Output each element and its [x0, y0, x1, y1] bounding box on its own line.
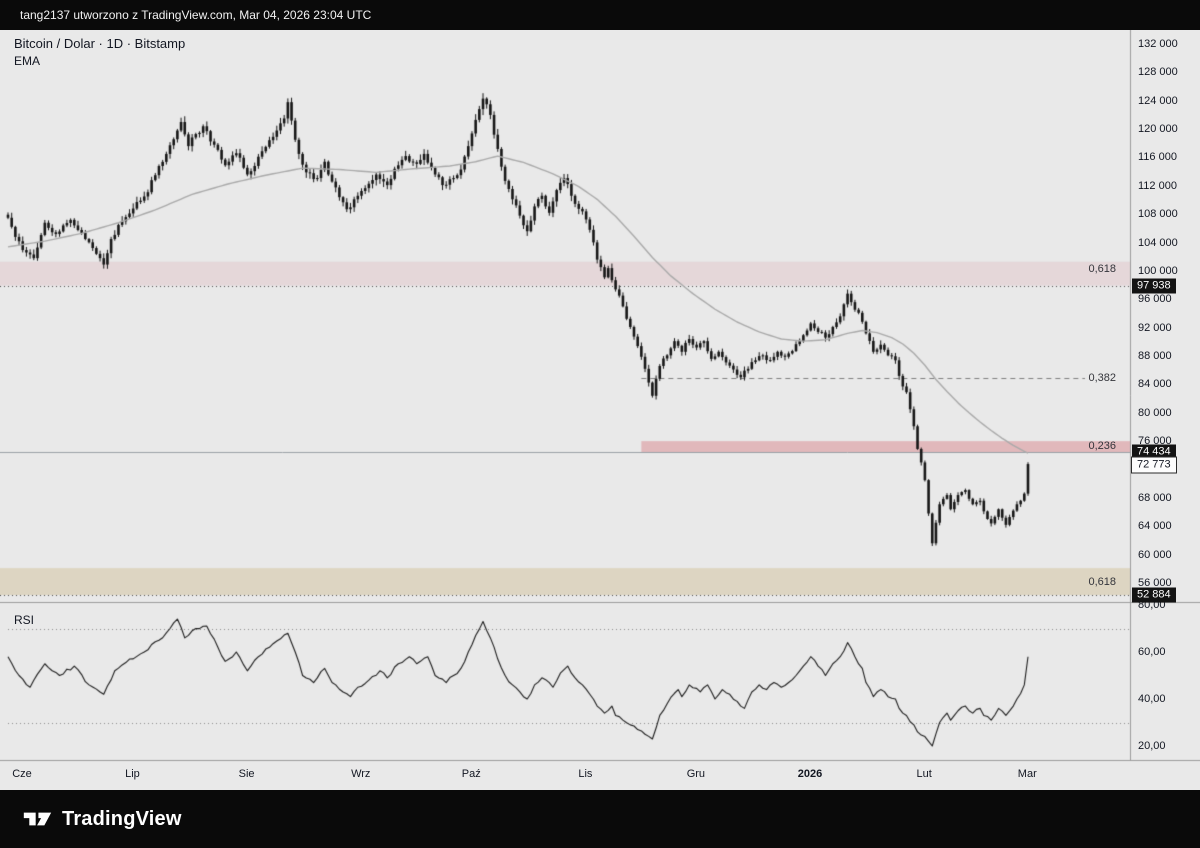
tradingview-logo-icon[interactable]: [22, 806, 53, 832]
price-tick-label: 84 000: [1138, 378, 1172, 391]
price-tick-label: 116 000: [1138, 151, 1177, 164]
symbol-legend[interactable]: Bitcoin / Dolar · 1D · Bitstamp: [14, 36, 186, 51]
snapshot-attribution: tang2137 utworzono z TradingView.com, Ma…: [20, 8, 372, 22]
footer-bar: TradingView: [0, 790, 1200, 848]
time-axis-month-label: Gru: [686, 768, 706, 780]
rsi-tick-label: 20,00: [1138, 740, 1166, 752]
time-axis-month-label: Lut: [916, 768, 932, 780]
time-axis-month-label: Cze: [12, 768, 32, 780]
last-price-badge: 72 773: [1132, 457, 1176, 473]
price-tick-label: 100 000: [1138, 264, 1178, 277]
price-tick-label: 56 000: [1138, 577, 1172, 589]
price-tick-label: 92 000: [1138, 321, 1172, 334]
time-axis-month-label: Paź: [461, 768, 481, 780]
fib-level-label: 0,236: [1088, 440, 1116, 453]
price-tick-label: 112 000: [1138, 179, 1177, 192]
rsi-tick-label: 40,00: [1138, 693, 1166, 705]
price-tick-label: 124 000: [1138, 94, 1178, 107]
price-level-badge: 74 434: [1132, 444, 1176, 460]
price-tick-label: 60 000: [1138, 548, 1172, 561]
rsi-indicator-legend[interactable]: RSI: [14, 613, 35, 627]
price-tick-label: 64 000: [1138, 520, 1172, 533]
fib-level-label: 0,618: [1088, 576, 1116, 589]
price-chart-canvas[interactable]: [0, 30, 1200, 790]
time-axis-month-label: 2026: [797, 768, 823, 780]
tradingview-brand[interactable]: TradingView: [62, 807, 182, 830]
time-axis-month-label: Mar: [1017, 768, 1037, 780]
price-level-badge: 52 884: [1132, 587, 1176, 603]
price-tick-label: 76 000: [1138, 435, 1172, 448]
rsi-tick-label: 60,00: [1138, 646, 1166, 658]
price-tick-label: 68 000: [1138, 491, 1172, 504]
time-axis-month-label: Wrz: [351, 768, 371, 780]
ema-indicator-legend[interactable]: EMA: [14, 54, 41, 68]
price-tick-label: 88 000: [1138, 350, 1172, 363]
price-tick-label: 120 000: [1138, 123, 1178, 136]
price-tick-label: 80 000: [1138, 406, 1172, 419]
price-level-badge: 97 938: [1132, 278, 1176, 294]
time-axis-month-label: Sie: [238, 768, 255, 780]
price-tick-label: 104 000: [1138, 236, 1178, 249]
price-tick-label: 132 000: [1138, 38, 1178, 50]
price-tick-label: 128 000: [1138, 66, 1178, 79]
snapshot-header-bar: tang2137 utworzono z TradingView.com, Ma…: [0, 0, 1200, 30]
time-axis-month-label: Lip: [125, 768, 140, 780]
time-axis-month-label: Lis: [578, 768, 593, 780]
fib-level-label: 0,382: [1088, 372, 1116, 385]
price-tick-label: 96 000: [1138, 293, 1172, 306]
price-tick-label: 108 000: [1138, 208, 1178, 221]
fib-level-label: 0,618: [1088, 262, 1116, 275]
